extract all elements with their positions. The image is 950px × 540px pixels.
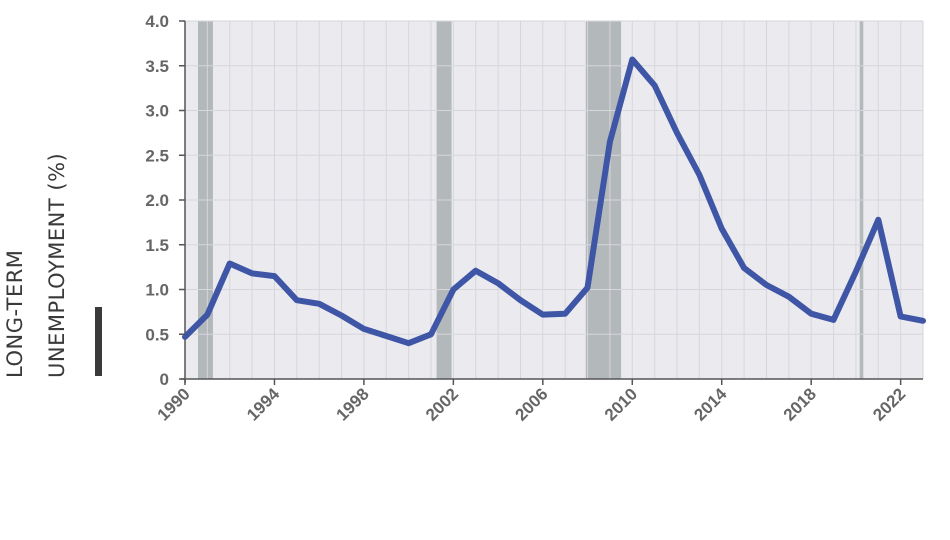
x-tick-label: 2002 bbox=[422, 384, 462, 424]
series-line-1 bbox=[182, 56, 926, 347]
x-tick-label: 2022 bbox=[869, 384, 909, 424]
x-tick-label: 1998 bbox=[333, 384, 373, 424]
y-axis-label-line-2: UNEMPLOYMENT (%) bbox=[45, 153, 69, 378]
y-tick-label: 4.0 bbox=[145, 12, 169, 31]
x-tick-label: 1994 bbox=[243, 384, 284, 425]
x-tick-label: 2010 bbox=[601, 384, 641, 424]
x-tick-label: 2014 bbox=[690, 384, 731, 425]
y-axis-label-accent-bar bbox=[95, 307, 102, 376]
y-axis-label-line-1: LONG-TERM bbox=[3, 250, 27, 378]
y-tick-label: 3.5 bbox=[145, 57, 169, 76]
y-axis-label: LONG-TERM UNEMPLOYMENT (%) bbox=[3, 153, 102, 378]
x-tick-label: 1990 bbox=[154, 384, 194, 424]
y-tick-label: 0 bbox=[160, 370, 169, 389]
y-tick-label: 3.0 bbox=[145, 102, 169, 121]
y-tick-label: 2.0 bbox=[145, 191, 169, 210]
y-tick-label: 0.5 bbox=[145, 325, 169, 344]
y-tick-label: 1.0 bbox=[145, 281, 169, 300]
y-tick-label: 1.5 bbox=[145, 236, 169, 255]
x-tick-label: 2006 bbox=[511, 384, 551, 424]
y-tick-label: 2.5 bbox=[145, 146, 169, 165]
x-tick-label: 2018 bbox=[780, 384, 820, 424]
